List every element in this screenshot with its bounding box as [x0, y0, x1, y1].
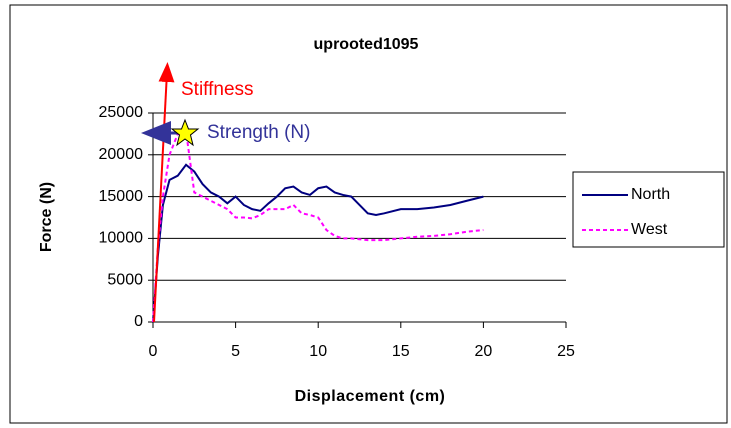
y-tick-label: 25000	[99, 104, 144, 121]
annotation: Strength (N)	[207, 122, 310, 143]
x-tick-label: 10	[309, 343, 327, 360]
x-tick-label: 20	[475, 343, 493, 360]
y-tick-label: 10000	[99, 230, 144, 247]
legend-label: West	[631, 221, 668, 238]
annotation: Stiffness	[181, 79, 254, 100]
chart-title: uprooted1095	[314, 36, 419, 53]
plot-area: 0 5000 10000 15000 20000 25000 0 5 10 15 20 25	[99, 104, 576, 360]
x-axis-label: Displacement (cm)	[295, 388, 446, 405]
x-tick-label: 15	[392, 343, 410, 360]
y-axis-label: Force (N)	[38, 182, 55, 252]
y-tick-label: 20000	[99, 146, 144, 163]
strength-star	[170, 118, 200, 147]
y-tick-label: 5000	[107, 271, 143, 288]
y-tick-label: 15000	[99, 188, 144, 205]
x-tick-label: 25	[557, 343, 575, 360]
x-tick-label: 5	[231, 343, 240, 360]
series-line	[152, 130, 484, 323]
legend-box	[572, 171, 725, 248]
x-tick-label: 0	[149, 343, 158, 360]
series-line	[152, 163, 484, 323]
legend-label: North	[631, 186, 670, 203]
stiffness-arrow	[153, 62, 175, 323]
y-tick-label: 0	[134, 313, 143, 330]
